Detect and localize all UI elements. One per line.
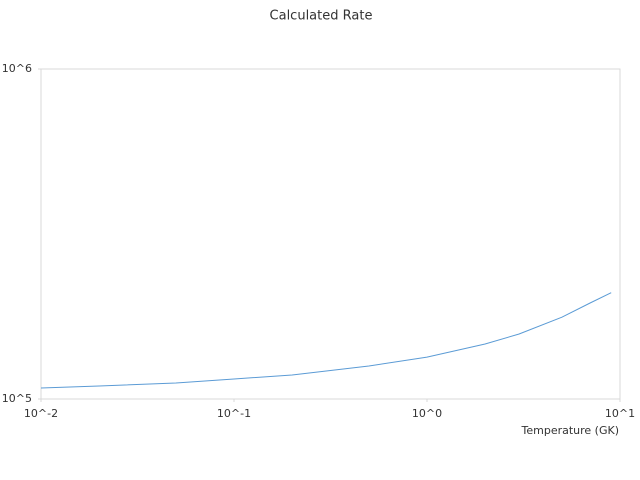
data-line <box>40 292 612 389</box>
x-tick-label: 10^1 <box>605 407 635 420</box>
x-tick-label: 10^0 <box>412 407 442 420</box>
x-axis-label: Temperature (GK) <box>521 424 620 437</box>
y-tick-label: 10^6 <box>2 62 32 75</box>
x-tick-label: 10^-2 <box>24 407 58 420</box>
chart-title: Calculated Rate <box>270 9 373 24</box>
y-tick-label: 10^5 <box>2 392 32 405</box>
plot-frame <box>40 68 621 400</box>
x-tick-label: 10^-1 <box>217 407 251 420</box>
